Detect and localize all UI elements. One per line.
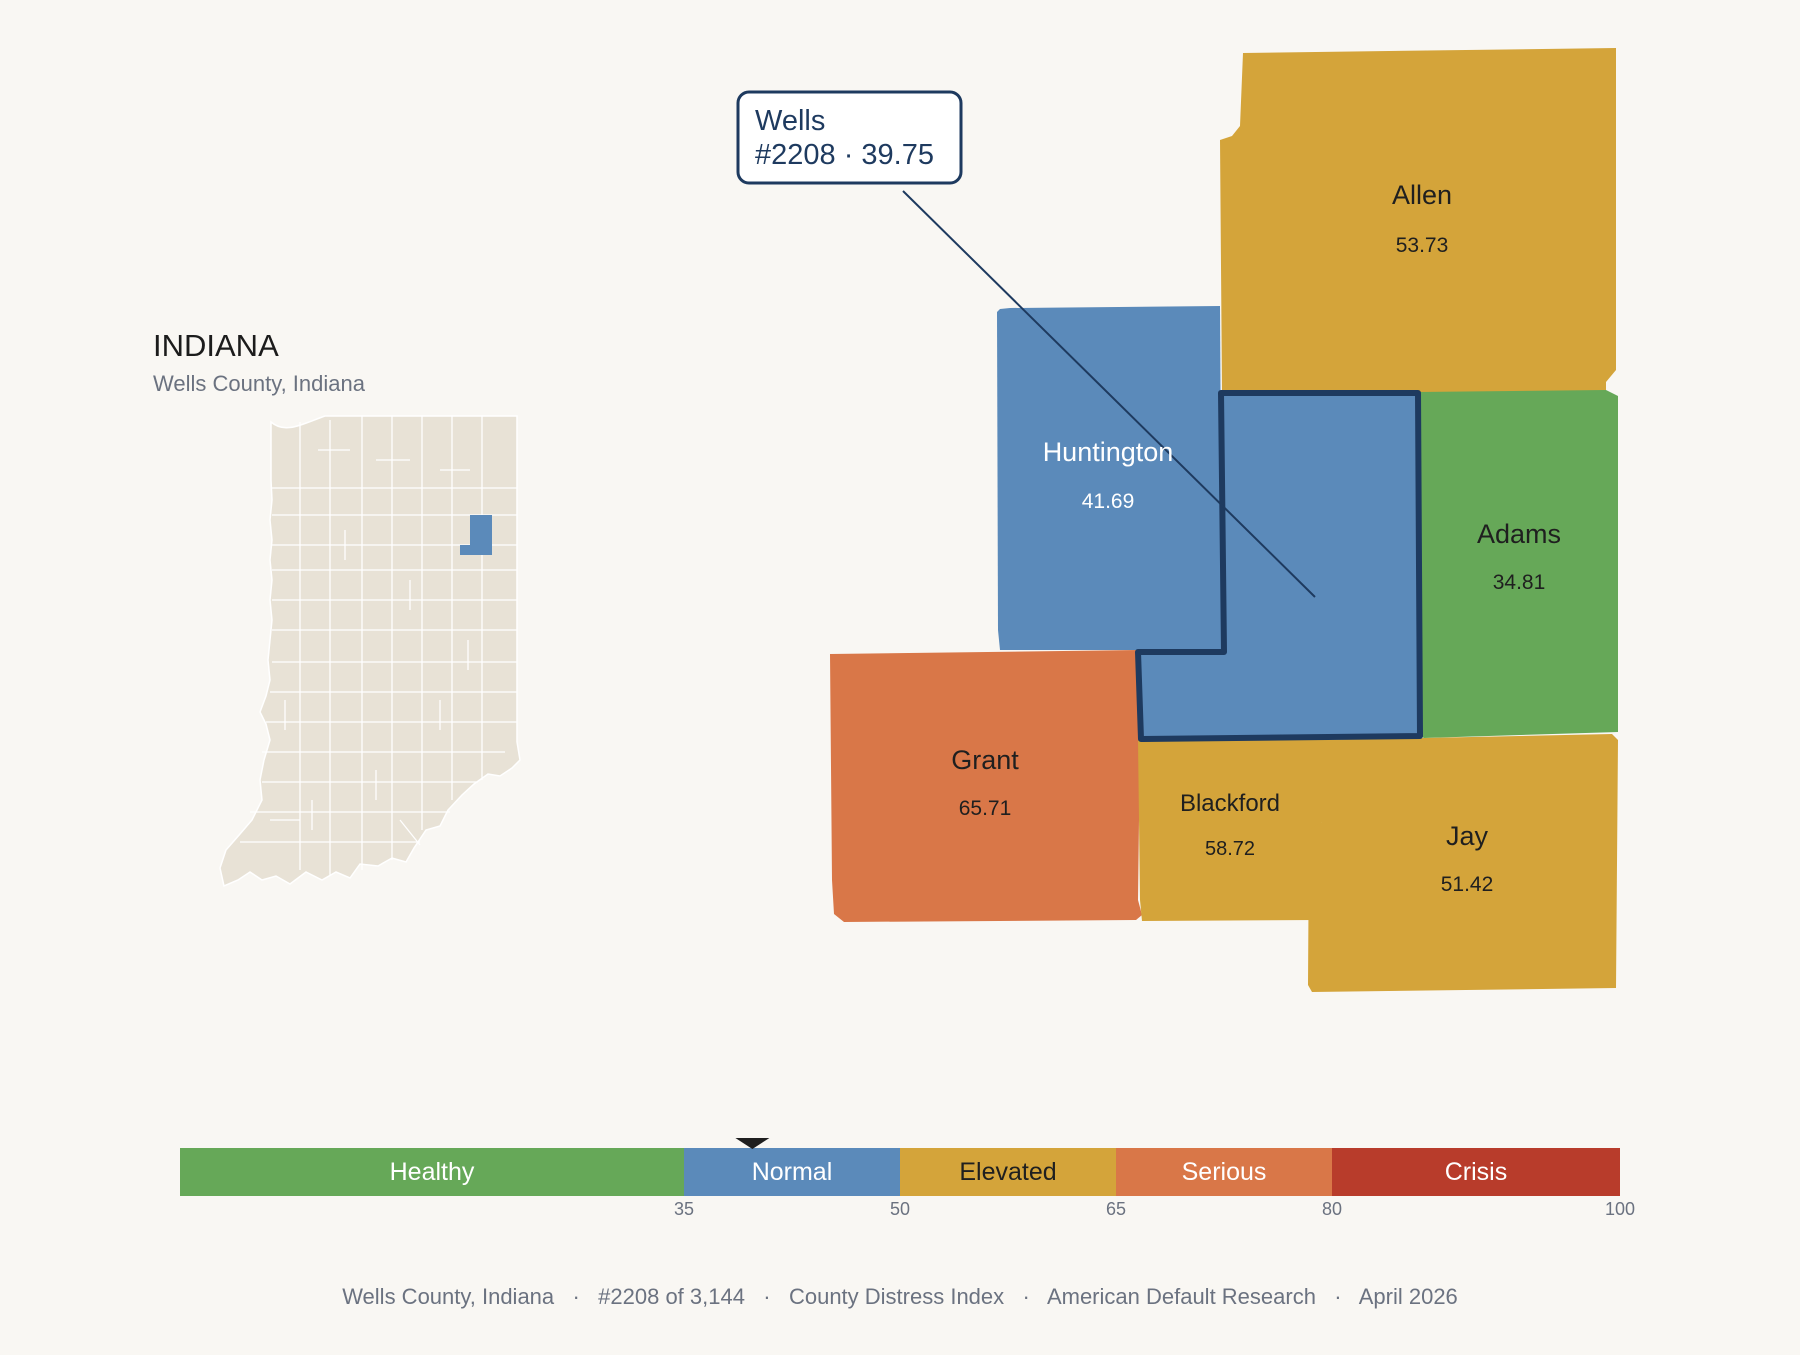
county-adams[interactable] bbox=[1418, 390, 1618, 738]
state-title: INDIANA bbox=[153, 328, 279, 363]
label-blackford-value: 58.72 bbox=[1205, 838, 1255, 860]
callout-leader-line bbox=[902, 190, 1316, 598]
label-adams-value: 34.81 bbox=[1493, 571, 1546, 594]
distress-scale: Healthy Normal Elevated Serious Crisis 35 50 65… bbox=[180, 1138, 1635, 1219]
county-allen[interactable] bbox=[1220, 48, 1616, 392]
scale-label-elevated: Elevated bbox=[959, 1158, 1056, 1186]
callout-box bbox=[736, 90, 963, 185]
scale-tick-35: 35 bbox=[674, 1199, 694, 1219]
scale-tick-65: 65 bbox=[1106, 1199, 1126, 1219]
label-grant-value: 65.71 bbox=[959, 797, 1012, 820]
scale-tick-50: 50 bbox=[890, 1199, 910, 1219]
label-allen-value: 53.73 bbox=[1396, 234, 1449, 257]
scale-label-serious: Serious bbox=[1182, 1158, 1267, 1186]
county-jay[interactable] bbox=[1308, 734, 1618, 992]
scale-label-normal: Normal bbox=[752, 1158, 833, 1186]
county-huntington[interactable] bbox=[997, 306, 1222, 650]
label-huntington-value: 41.69 bbox=[1082, 490, 1135, 513]
county-grant[interactable] bbox=[830, 650, 1142, 922]
label-blackford-name: Blackford bbox=[1180, 790, 1280, 817]
callout-county-name: Wells bbox=[755, 105, 825, 137]
scale-tick-100: 100 bbox=[1605, 1199, 1635, 1219]
scale-segment-normal bbox=[684, 1148, 900, 1196]
scale-marker bbox=[735, 1138, 770, 1149]
scale-segment-crisis bbox=[1332, 1148, 1620, 1196]
indiana-state-shape bbox=[219, 415, 521, 888]
scale-segment-healthy bbox=[180, 1148, 684, 1196]
indiana-county-lines bbox=[240, 416, 517, 875]
indiana-locator-map bbox=[219, 415, 521, 888]
label-grant-name: Grant bbox=[951, 745, 1019, 775]
label-jay-name: Jay bbox=[1446, 821, 1489, 851]
label-allen-name: Allen bbox=[1392, 180, 1452, 210]
wells-county-locator bbox=[460, 515, 492, 555]
label-jay-value: 51.42 bbox=[1441, 873, 1494, 896]
scale-segment-serious bbox=[1116, 1148, 1332, 1196]
footer-caption: Wells County, Indiana · #2208 of 3,144 ·… bbox=[342, 1284, 1458, 1309]
label-adams-name: Adams bbox=[1477, 519, 1561, 549]
scale-label-crisis: Crisis bbox=[1445, 1158, 1508, 1186]
scale-tick-80: 80 bbox=[1322, 1199, 1342, 1219]
scale-segment-elevated bbox=[900, 1148, 1116, 1196]
county-wells-selected[interactable] bbox=[1135, 390, 1423, 742]
scale-label-healthy: Healthy bbox=[390, 1158, 475, 1186]
state-subtitle: Wells County, Indiana bbox=[153, 371, 365, 396]
callout-rank-score: #2208 · 39.75 bbox=[755, 139, 934, 171]
label-huntington-name: Huntington bbox=[1043, 437, 1174, 467]
county-blackford[interactable] bbox=[1138, 738, 1322, 921]
